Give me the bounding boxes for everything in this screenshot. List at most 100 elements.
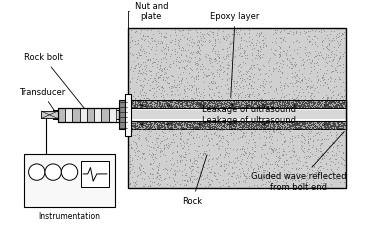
- Point: [204, 143, 210, 146]
- Point: [132, 181, 138, 185]
- Point: [263, 125, 269, 128]
- Point: [161, 126, 167, 130]
- Point: [312, 134, 318, 137]
- Point: [150, 145, 156, 148]
- Point: [129, 76, 135, 79]
- Point: [175, 102, 181, 105]
- Point: [322, 57, 328, 61]
- Point: [276, 150, 282, 154]
- Point: [184, 101, 190, 104]
- Point: [168, 125, 174, 128]
- Point: [127, 123, 133, 127]
- Point: [308, 121, 314, 124]
- Point: [250, 125, 256, 128]
- Point: [184, 101, 190, 105]
- Point: [176, 100, 182, 104]
- Point: [258, 31, 264, 35]
- Point: [161, 104, 167, 108]
- Point: [212, 127, 218, 131]
- Point: [263, 101, 269, 105]
- Point: [268, 101, 274, 104]
- Point: [328, 104, 334, 108]
- Point: [230, 60, 235, 64]
- Point: [280, 103, 286, 107]
- Point: [284, 126, 290, 129]
- Point: [194, 122, 200, 126]
- Point: [186, 131, 192, 134]
- Point: [217, 103, 222, 106]
- Point: [272, 106, 278, 109]
- Point: [212, 103, 218, 107]
- Point: [333, 84, 339, 87]
- Point: [335, 93, 341, 97]
- Point: [132, 39, 138, 43]
- Point: [319, 123, 325, 126]
- Point: [308, 61, 314, 65]
- Point: [137, 120, 143, 124]
- Point: [269, 134, 275, 138]
- Point: [141, 94, 147, 97]
- Point: [328, 39, 334, 42]
- Point: [188, 89, 194, 92]
- Point: [178, 101, 184, 105]
- Point: [277, 51, 283, 54]
- Point: [210, 77, 216, 80]
- Point: [244, 125, 250, 129]
- Point: [236, 125, 242, 129]
- Point: [286, 97, 292, 101]
- Point: [245, 86, 251, 90]
- Point: [153, 42, 159, 46]
- Point: [251, 154, 257, 158]
- Point: [134, 104, 140, 107]
- Point: [221, 162, 227, 166]
- Point: [198, 174, 204, 178]
- Point: [288, 123, 294, 127]
- Point: [135, 126, 141, 130]
- Point: [138, 28, 144, 32]
- Point: [246, 100, 252, 104]
- Point: [303, 157, 309, 160]
- Point: [169, 105, 174, 109]
- Point: [243, 123, 249, 126]
- Point: [136, 100, 142, 104]
- Point: [130, 103, 136, 107]
- Point: [307, 99, 312, 103]
- Point: [132, 102, 138, 105]
- Point: [299, 120, 305, 124]
- Point: [328, 125, 334, 129]
- Point: [190, 99, 196, 103]
- Point: [237, 44, 243, 48]
- Point: [132, 96, 138, 100]
- Point: [158, 57, 164, 61]
- Point: [223, 150, 229, 153]
- Point: [209, 49, 215, 53]
- Point: [257, 72, 263, 76]
- Point: [242, 121, 248, 125]
- Point: [323, 102, 329, 106]
- Point: [256, 126, 262, 129]
- Point: [223, 126, 229, 130]
- Point: [337, 101, 343, 105]
- Point: [151, 122, 157, 126]
- Point: [282, 100, 288, 104]
- Point: [169, 156, 175, 160]
- Point: [218, 104, 224, 107]
- Point: [277, 102, 283, 106]
- Point: [182, 59, 188, 62]
- Point: [330, 57, 336, 61]
- Point: [204, 105, 210, 109]
- Point: [146, 105, 152, 108]
- Point: [235, 127, 241, 130]
- Point: [183, 102, 189, 106]
- Point: [134, 99, 140, 103]
- Point: [333, 102, 339, 106]
- Point: [224, 97, 230, 101]
- Point: [178, 106, 184, 110]
- Point: [235, 175, 241, 179]
- Point: [279, 103, 285, 106]
- Point: [332, 106, 338, 110]
- Point: [181, 121, 187, 125]
- Point: [246, 100, 252, 104]
- Point: [263, 162, 269, 165]
- Point: [151, 104, 157, 108]
